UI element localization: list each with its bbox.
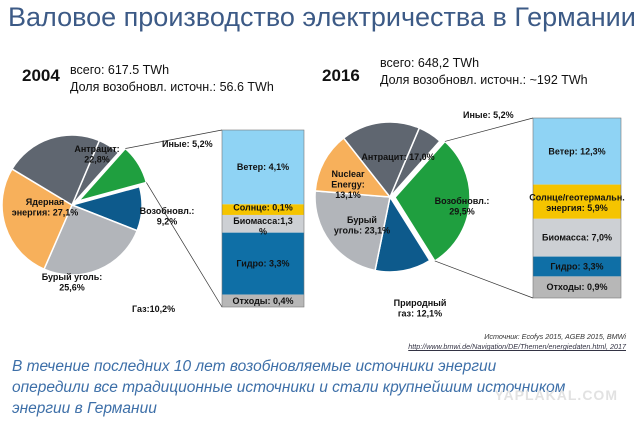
breakdown-label: Биомасса:1,3% <box>233 216 293 237</box>
breakdown-segment <box>533 118 621 185</box>
breakdown-label: Гидро: 3,3% <box>236 259 289 269</box>
slice-label: Возобновл.: 9,2% <box>140 206 195 227</box>
slice-label: Антрацит: 17,0% <box>361 152 434 162</box>
connector-line <box>434 260 534 299</box>
breakdown-segment <box>222 204 304 215</box>
renewable-share-2016: Доля возобновл. источн.: ~192 TWh <box>380 73 588 87</box>
connector-line <box>146 182 223 308</box>
slice-label: Nuclear Energy: 13,1% <box>331 169 365 200</box>
connector-line <box>125 129 223 149</box>
source-note: Источник: Ecofys 2015, AGEB 2015, BMWi <box>484 332 626 341</box>
slice-label: Иные: 5,2% <box>162 139 213 149</box>
watermark: YAPLAKAL.COM <box>494 387 618 403</box>
total-2016: всего: 648,2 TWh <box>380 56 480 70</box>
pie-slice <box>342 121 421 199</box>
breakdown-frame <box>221 129 305 308</box>
slice-label: Бурый уголь: 23,1% <box>334 215 390 236</box>
slice-label: Газ:10,2% <box>132 304 175 314</box>
year-2016: 2016 <box>322 66 360 85</box>
summary-text: В течение последних 10 лет возобновляемы… <box>12 358 566 417</box>
slice-label: Ядерная энергия: 27,1% <box>12 197 78 218</box>
breakdown-segment <box>222 232 304 295</box>
breakdown-label: Гидро: 3,3% <box>550 262 603 272</box>
breakdown-label: Биомасса: 7,0% <box>542 233 612 243</box>
breakdown-frame <box>532 117 622 299</box>
source-link[interactable]: http://www.bmwi.de/Navigation/DE/Themen/… <box>408 342 626 351</box>
slice-label: Бурый уголь: 25,6% <box>42 272 103 293</box>
slice-label: Антрацит: 22,8% <box>74 144 119 165</box>
pie-slice <box>314 137 392 198</box>
pie-slice <box>43 204 139 276</box>
pie-slice <box>314 190 391 272</box>
breakdown-segment <box>222 294 304 307</box>
breakdown-label: Солнце: 0,1% <box>233 203 292 213</box>
breakdown-label: Отходы: 0,4% <box>233 296 294 306</box>
pie-slice <box>1 167 73 271</box>
breakdown-segment <box>222 130 304 205</box>
breakdown-segment <box>222 214 304 233</box>
pie-slice <box>394 140 471 263</box>
breakdown-label: Отходы: 0,9% <box>547 282 608 292</box>
breakdown-label: Ветер: 4,1% <box>237 162 289 172</box>
slice-label: Природный газ: 12,1% <box>394 298 447 319</box>
breakdown-segment <box>533 184 621 219</box>
page-title: Валовое производство электричества в Гер… <box>8 2 636 32</box>
breakdown-segment <box>533 276 621 298</box>
connector-line <box>444 117 534 142</box>
breakdown-segment <box>533 256 621 277</box>
breakdown-segment <box>533 218 621 257</box>
breakdown-label: Солнце/геотермальн. энергия: 5,9% <box>529 193 625 214</box>
slice-label: Возобновл.: 29,5% <box>435 196 490 217</box>
breakdown-label: Ветер: 12,3% <box>548 146 605 156</box>
year-2004: 2004 <box>22 66 60 85</box>
renewable-share-2004: Доля возобновл. источн.: 56.6 TWh <box>70 80 274 94</box>
pie-slice <box>10 134 101 207</box>
slice-label: Иные: 5,2% <box>463 110 514 120</box>
total-2004: всего: 617.5 TWh <box>70 63 170 77</box>
